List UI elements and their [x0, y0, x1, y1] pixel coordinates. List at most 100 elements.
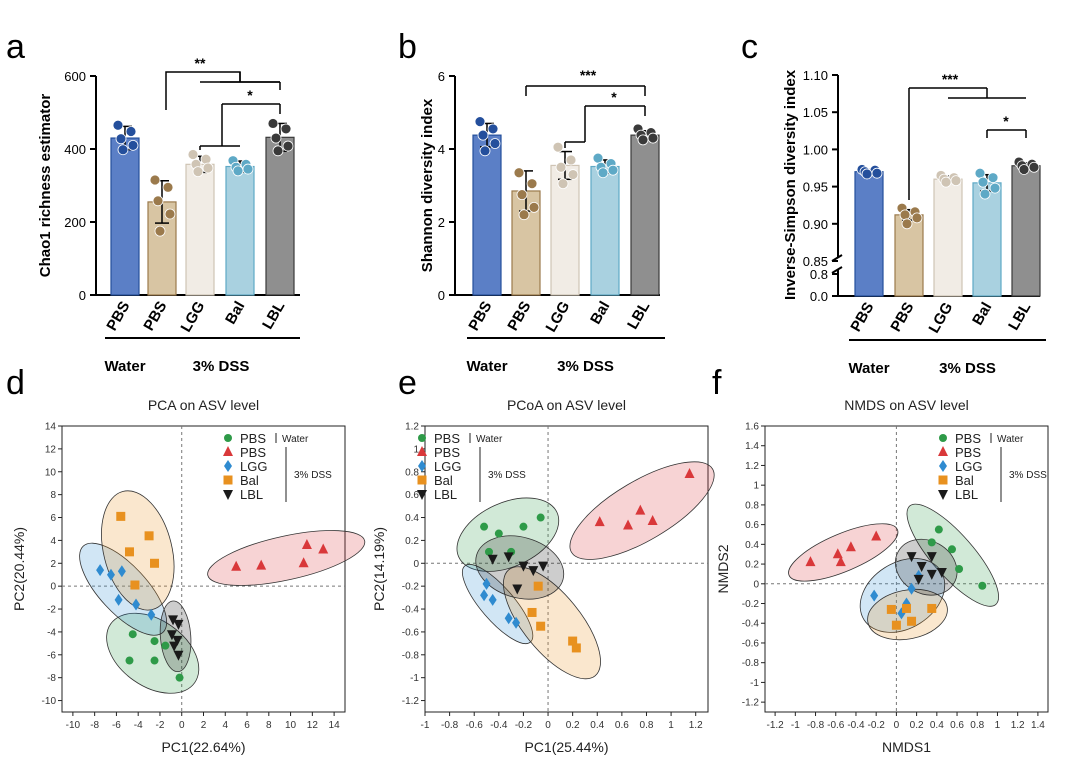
bar-4 — [265, 136, 295, 296]
data-point — [117, 144, 129, 156]
x-tick-label: 1.2 — [689, 720, 703, 731]
y-tick-label: 4 — [50, 536, 56, 547]
data-point — [162, 181, 174, 193]
y-tick-label: 0 — [753, 579, 759, 590]
x-tick-label: -0.4 — [490, 720, 508, 731]
scatter-point — [298, 557, 309, 568]
bar-4 — [1011, 165, 1041, 297]
category-label: LGG — [542, 299, 573, 336]
data-point — [202, 162, 214, 174]
x-tick-label: 4 — [222, 720, 228, 731]
y-tick-label: -1 — [410, 673, 419, 684]
scatter-point — [480, 522, 489, 531]
data-point — [592, 152, 604, 164]
y-tick-label: 0.6 — [745, 520, 759, 531]
category-label: Bal — [587, 299, 613, 328]
group-label: Water — [104, 358, 145, 375]
y-tick-label: -0.2 — [742, 599, 760, 610]
x-tick-label: -0.8 — [807, 720, 825, 731]
y-tick-label: 400 — [64, 142, 86, 157]
data-point — [518, 209, 530, 221]
scatter-point — [175, 673, 184, 682]
scatter-point — [231, 560, 242, 571]
y-tick-label: -8 — [47, 673, 56, 684]
data-point — [192, 166, 204, 178]
x-tick-label: 0.2 — [910, 720, 924, 731]
scatter-point — [594, 516, 605, 527]
scatter-point — [978, 581, 987, 590]
scatter-point — [926, 552, 937, 563]
scatter-point — [318, 543, 329, 554]
scatter-point — [528, 566, 539, 577]
category-label: LGG — [177, 299, 208, 336]
data-point — [979, 188, 991, 200]
scatter-point — [891, 620, 901, 630]
x-tick-label: 0.4 — [590, 720, 604, 731]
scatter-point — [684, 468, 695, 479]
scatter-point — [124, 547, 134, 557]
bar-0 — [854, 171, 884, 297]
y-tick-label: -0.6 — [402, 627, 420, 638]
data-point — [1028, 161, 1040, 173]
data-point — [911, 212, 923, 224]
legend-group-label: 3% DSS — [488, 470, 526, 481]
legend-label: Bal — [434, 473, 453, 488]
scatter-point — [870, 589, 879, 602]
y-axis-label: NMDS2 — [715, 544, 731, 593]
y-tick-label: 1 — [753, 481, 759, 492]
y-tick-label: 0.85 — [803, 254, 828, 269]
scatter-point — [166, 630, 177, 641]
y-tick-label: 1 — [413, 444, 419, 455]
scatter-point — [902, 603, 911, 613]
y-tick-label: 12 — [45, 444, 57, 455]
y-tick-label: 6 — [438, 69, 445, 84]
y-tick-label: -0.2 — [402, 582, 420, 593]
y-tick-label: -1.2 — [742, 698, 760, 709]
x-tick-label: 10 — [285, 720, 297, 731]
legend-group-label: Water — [476, 434, 503, 445]
y-tick-label: -0.8 — [742, 658, 760, 669]
x-tick-label: 2 — [201, 720, 207, 731]
data-point — [270, 132, 282, 144]
x-axis-label: PC1(25.44%) — [524, 739, 608, 755]
data-point — [940, 176, 952, 188]
y-tick-label: 0.8 — [810, 267, 828, 282]
data-point — [242, 163, 254, 175]
legend-label: PBS — [240, 445, 266, 460]
scatter-point — [482, 577, 491, 590]
y-tick-label: -10 — [42, 696, 57, 707]
scatter-point — [117, 565, 126, 578]
data-point — [487, 123, 499, 135]
x-tick-label: 8 — [266, 720, 272, 731]
data-point — [555, 161, 567, 173]
bar-0 — [110, 137, 140, 296]
data-point — [989, 182, 1001, 194]
x-tick-label: -0.6 — [827, 720, 845, 731]
scatter-point — [301, 538, 312, 549]
scatter-point — [125, 656, 134, 665]
group-label: Water — [848, 360, 889, 377]
bar-2 — [933, 178, 963, 297]
y-tick-label: 0.0 — [810, 289, 828, 304]
legend-group-label: 3% DSS — [1009, 470, 1047, 481]
y-tick-label: -2 — [47, 605, 56, 616]
data-point — [950, 175, 962, 187]
scatter-point — [417, 490, 427, 500]
scatter-point — [480, 589, 489, 602]
category-label: LBL — [259, 299, 288, 333]
scatter-point — [150, 637, 159, 646]
scatter-point — [132, 598, 141, 611]
scatter-point — [223, 475, 233, 485]
x-axis-label: PC1(22.64%) — [161, 739, 245, 755]
legend-label: LBL — [240, 487, 263, 502]
category-label: PBS — [465, 299, 495, 334]
data-point — [607, 164, 619, 176]
x-tick-label: 0.6 — [950, 720, 964, 731]
y-tick-label: -0.6 — [742, 638, 760, 649]
scatter-point — [913, 574, 924, 585]
data-point — [567, 169, 579, 180]
x-tick-label: 0.4 — [930, 720, 944, 731]
scatter-point — [939, 460, 947, 472]
